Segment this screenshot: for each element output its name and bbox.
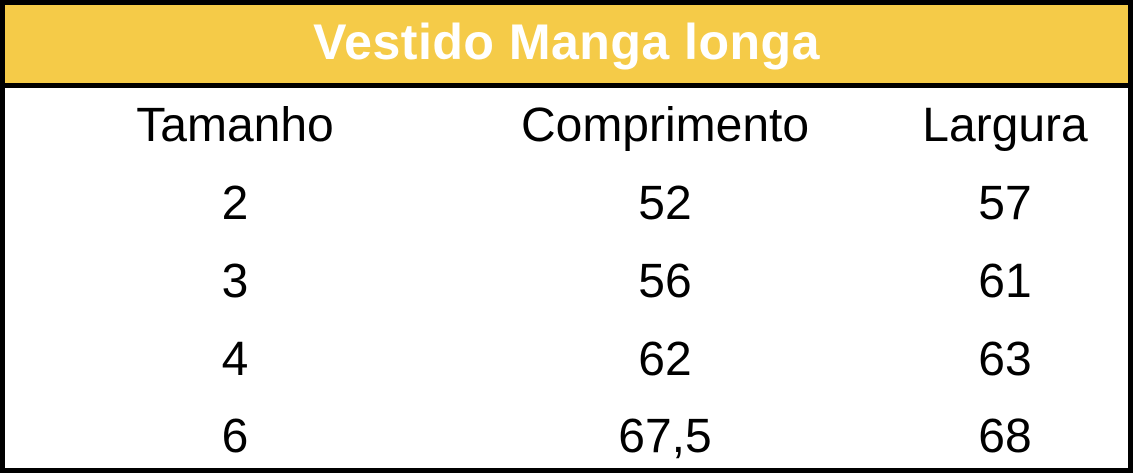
cell-comprimento: 56 [638, 255, 692, 308]
table-row: 4 62 63 [5, 321, 1128, 399]
header-row: Tamanho Comprimento Largura [5, 87, 1128, 165]
cell-tamanho: 4 [221, 333, 249, 386]
cell-comprimento: 62 [638, 333, 692, 386]
cell-comprimento: 52 [638, 177, 692, 230]
title-bar: Vestido Manga longa [5, 5, 1128, 88]
size-table-body: Tamanho Comprimento Largura 2 52 57 3 56… [5, 88, 1128, 468]
cell-largura: 61 [978, 255, 1032, 308]
cell-largura: 63 [978, 333, 1032, 386]
table-row: 3 56 61 [5, 243, 1128, 321]
column-header-comprimento: Comprimento [520, 99, 810, 152]
cell-comprimento: 67,5 [618, 410, 712, 463]
cell-tamanho: 3 [221, 255, 249, 308]
column-header-tamanho: Tamanho [136, 99, 334, 152]
table-title: Vestido Manga longa [313, 14, 820, 70]
table-row: 2 52 57 [5, 165, 1128, 243]
column-header-largura: Largura [922, 99, 1088, 152]
cell-largura: 57 [978, 177, 1032, 230]
cell-tamanho: 6 [221, 410, 249, 463]
cell-largura: 68 [978, 410, 1032, 463]
table-row: 6 67,5 68 [5, 398, 1128, 476]
cell-tamanho: 2 [221, 177, 249, 230]
